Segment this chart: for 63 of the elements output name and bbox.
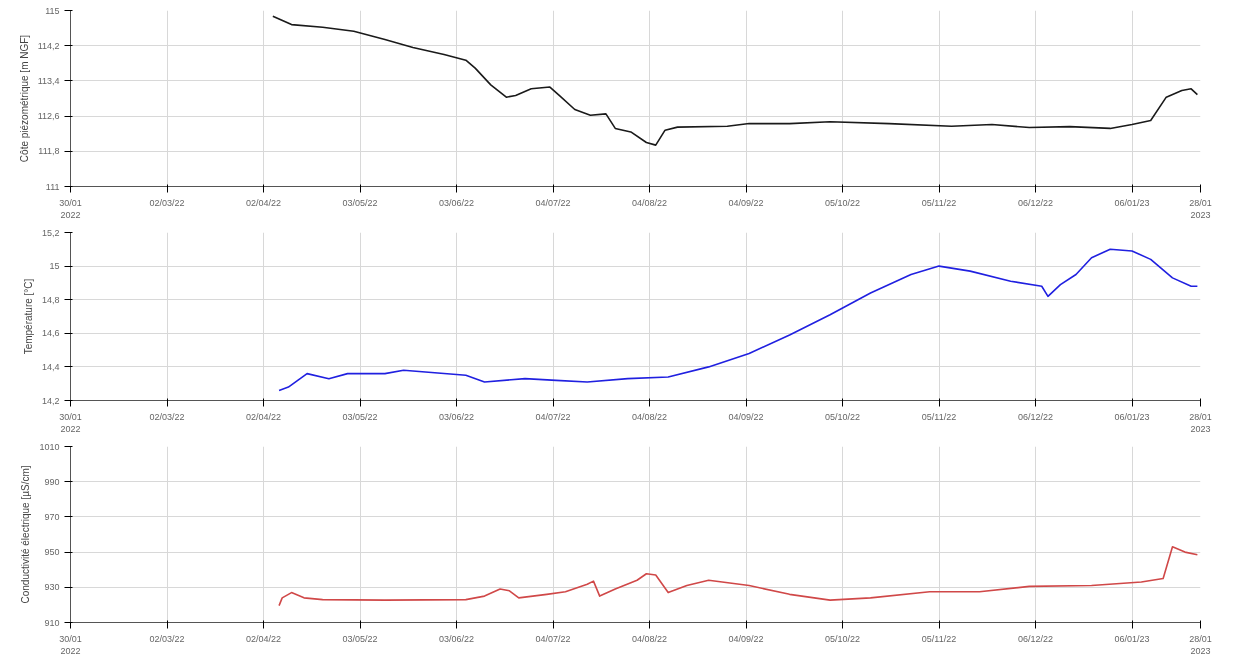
x-tick-label: 02/03/22 xyxy=(149,633,185,644)
y-tick-label: 15 xyxy=(49,261,60,272)
x-tick-label: 02/04/22 xyxy=(245,633,282,644)
x-tick-label: 06/01/23 xyxy=(1114,411,1150,422)
y-tick-label: 112,6 xyxy=(37,111,60,122)
x-tick-label: 05/11/22 xyxy=(921,633,957,644)
x-tick-label: 04/09/22 xyxy=(728,197,764,208)
x-tick-label: 06/01/23 xyxy=(1114,633,1150,644)
y-tick-label: 970 xyxy=(44,511,60,522)
x-tick-label: 06/12/22 xyxy=(1018,197,1054,208)
y-tick-label: 115 xyxy=(45,5,60,16)
y-axis-title: Côte piézométrique [m NGF] xyxy=(18,34,30,163)
x-tick-label: 28/01 2023 xyxy=(1189,197,1212,220)
line-series xyxy=(278,546,1199,607)
y-tick-label: 930 xyxy=(44,582,60,593)
x-tick-label: 03/06/22 xyxy=(438,633,475,644)
x-tick-label: 02/03/22 xyxy=(149,197,185,208)
x-tick-label: 03/05/22 xyxy=(342,197,378,208)
x-tick-label: 28/01 2023 xyxy=(1189,633,1212,656)
x-tick-label: 30/01 2022 xyxy=(59,633,82,656)
x-tick-label: 30/01 2022 xyxy=(59,197,82,220)
x-tick-label: 04/07/22 xyxy=(535,411,571,422)
x-tick-label: 04/09/22 xyxy=(728,633,764,644)
y-tick-label: 113,4 xyxy=(37,75,60,86)
x-tick-label: 02/03/22 xyxy=(149,411,185,422)
x-tick-label: 28/01 2023 xyxy=(1189,411,1212,434)
x-tick-label: 04/07/22 xyxy=(535,633,571,644)
y-tick-label: 950 xyxy=(44,547,60,558)
x-tick-label: 03/05/22 xyxy=(342,411,378,422)
line-series xyxy=(272,15,1199,146)
x-tick-label: 02/04/22 xyxy=(245,197,282,208)
x-tick-label: 05/11/22 xyxy=(921,411,957,422)
x-tick-label: 06/12/22 xyxy=(1018,633,1054,644)
x-tick-label: 03/06/22 xyxy=(438,197,475,208)
x-tick-label: 04/09/22 xyxy=(728,411,764,422)
y-tick-label: 910 xyxy=(44,617,60,628)
y-tick-label: 15,2 xyxy=(41,227,60,238)
x-tick-label: 03/05/22 xyxy=(342,633,378,644)
y-tick-label: 1010 xyxy=(39,441,60,452)
y-axis-title: Conductivité électrique [µS/cm] xyxy=(20,465,32,604)
x-tick-label: 06/01/23 xyxy=(1114,197,1150,208)
x-tick-label: 05/10/22 xyxy=(824,633,861,644)
y-tick-label: 111,8 xyxy=(38,146,60,157)
x-tick-label: 30/01 2022 xyxy=(59,411,82,434)
x-tick-label: 04/08/22 xyxy=(631,633,668,644)
x-tick-label: 04/08/22 xyxy=(631,197,668,208)
y-tick-label: 990 xyxy=(44,476,60,487)
y-tick-label: 14,8 xyxy=(41,294,60,305)
line-series xyxy=(278,248,1199,392)
x-tick-label: 06/12/22 xyxy=(1018,411,1054,422)
y-tick-label: 14,6 xyxy=(41,328,60,339)
y-tick-label: 14,2 xyxy=(41,395,60,406)
x-tick-label: 05/10/22 xyxy=(824,411,861,422)
x-tick-label: 03/06/22 xyxy=(438,411,475,422)
y-tick-label: 14,4 xyxy=(41,361,60,372)
y-tick-label: 111 xyxy=(45,181,60,192)
x-tick-label: 04/08/22 xyxy=(631,411,668,422)
x-tick-label: 05/10/22 xyxy=(824,197,861,208)
x-tick-label: 02/04/22 xyxy=(245,411,282,422)
y-axis-title: Température [°C] xyxy=(22,278,34,355)
x-tick-label: 04/07/22 xyxy=(535,197,571,208)
y-tick-label: 114,2 xyxy=(37,40,60,51)
x-tick-label: 05/11/22 xyxy=(921,197,957,208)
